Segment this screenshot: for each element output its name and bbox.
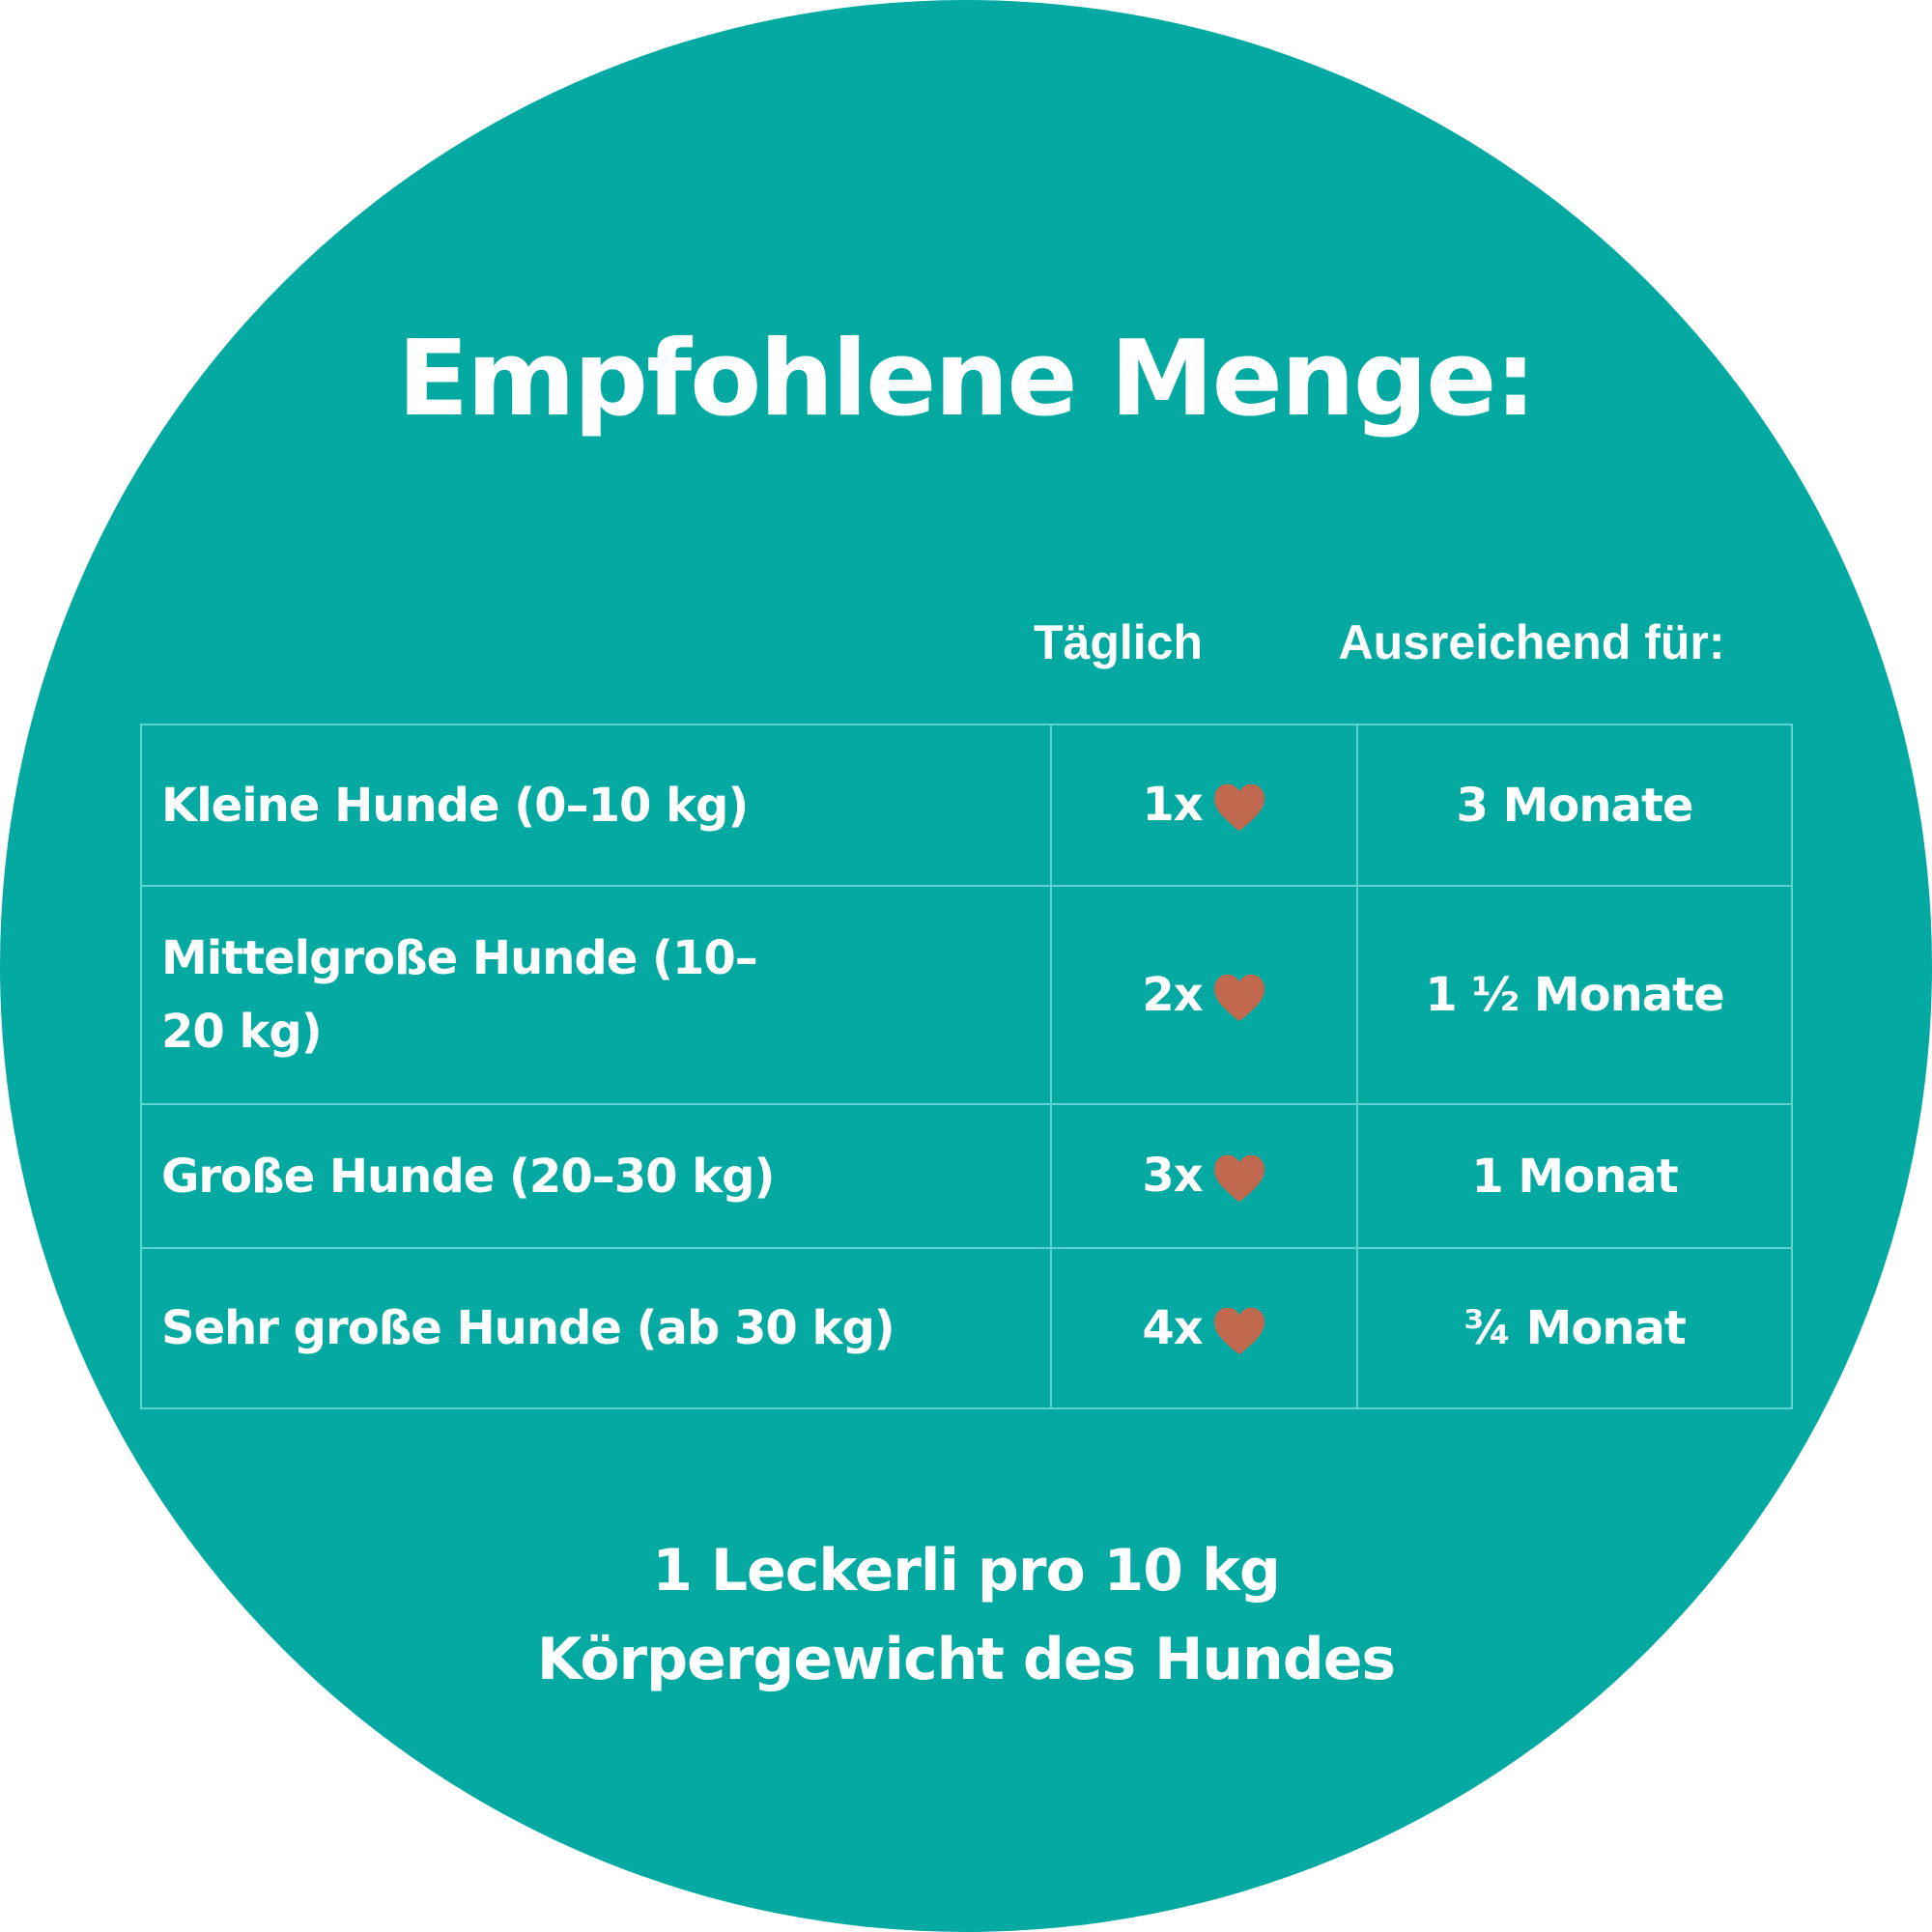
duration: ¾ Monat: [1356, 1247, 1793, 1409]
footer-line-2: Körpergewicht des Hundes: [536, 1626, 1396, 1693]
duration: 3 Monate: [1356, 724, 1793, 887]
daily-amount: 3x: [1050, 1103, 1358, 1249]
daily-count: 3x: [1142, 1149, 1203, 1203]
daily-amount: 2x: [1050, 885, 1358, 1105]
table-row: Mittelgroße Hunde (10–20 kg) 2x 1 ½ Mona…: [140, 885, 1793, 1105]
daily-amount: 1x: [1050, 724, 1358, 887]
daily-amount: 4x: [1050, 1247, 1358, 1409]
daily-count: 2x: [1142, 967, 1203, 1022]
dog-size: Mittelgroße Hunde (10–20 kg): [140, 885, 1052, 1105]
duration: 1 Monat: [1356, 1103, 1793, 1249]
dog-size: Sehr große Hunde (ab 30 kg): [140, 1247, 1052, 1409]
dosage-table: Kleine Hunde (0–10 kg) 1x 3 Monate Mitte…: [140, 724, 1793, 1409]
header-daily: Täglich: [1033, 615, 1204, 669]
header-duration: Ausreichend für:: [1338, 615, 1725, 669]
duration: 1 ½ Monate: [1356, 885, 1793, 1105]
table-row: Sehr große Hunde (ab 30 kg) 4x ¾ Monat: [140, 1247, 1793, 1409]
table-row: Große Hunde (20–30 kg) 3x 1 Monat: [140, 1103, 1793, 1249]
daily-count: 1x: [1142, 778, 1203, 832]
footer-note: 1 Leckerli pro 10 kg Körpergewicht des H…: [0, 1526, 1932, 1704]
heart-icon: [1213, 783, 1264, 832]
heart-icon: [1213, 1307, 1264, 1354]
dog-size: Große Hunde (20–30 kg): [140, 1103, 1052, 1249]
page-title: Empfohlene Menge:: [397, 319, 1536, 440]
heart-icon: [1213, 974, 1264, 1021]
footer-line-1: 1 Leckerli pro 10 kg: [652, 1537, 1281, 1605]
table-row: Kleine Hunde (0–10 kg) 1x 3 Monate: [140, 724, 1793, 887]
heart-icon: [1213, 1154, 1264, 1203]
daily-count: 4x: [1142, 1300, 1203, 1355]
dog-size: Kleine Hunde (0–10 kg): [140, 724, 1052, 887]
